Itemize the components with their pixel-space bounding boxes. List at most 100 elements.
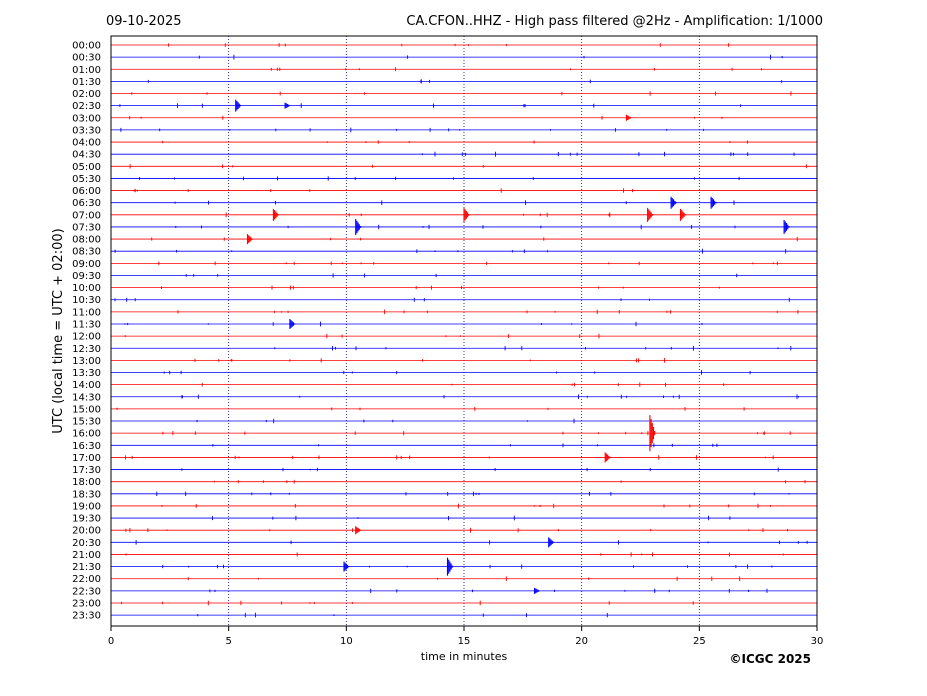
trace-noise-1530 (196, 418, 575, 424)
trace-noise-1230 (274, 345, 792, 351)
trace-noise-1100 (177, 309, 799, 315)
trace-noise-0300 (129, 115, 723, 120)
y-tick-labels: 00:0000:3001:0001:3002:0002:3003:0003:30… (72, 41, 101, 622)
trace-noise-1300 (194, 358, 666, 363)
y-tick-label: 01:00 (72, 65, 101, 76)
trace-noise-1030 (114, 297, 790, 302)
event-spike-2 (625, 114, 632, 121)
event-spike-10 (783, 219, 790, 234)
y-tick-label: 03:00 (72, 113, 101, 124)
y-tick-label: 05:00 (72, 162, 101, 173)
y-tick-label: 04:30 (72, 150, 101, 161)
event-spike-12 (289, 318, 296, 329)
trace-noise-0930 (185, 273, 738, 278)
trace-noise-1430 (181, 394, 799, 400)
date-label: 09-10-2025 (106, 14, 182, 29)
trace-noise-0830 (114, 248, 787, 254)
trace-noise-2300 (121, 600, 694, 606)
y-tick-label: 21:30 (72, 562, 101, 573)
y-tick-label: 15:00 (72, 404, 101, 415)
trace-noise-1830 (156, 491, 790, 497)
trace-noise-1200 (124, 333, 600, 339)
y-tick-label: 23:30 (72, 611, 101, 622)
y-tick-label: 13:00 (72, 356, 101, 367)
y-tick-label: 02:00 (72, 89, 101, 100)
event-spike-19 (534, 587, 540, 594)
x-tick-label-2: 10 (340, 636, 353, 647)
y-tick-label: 19:00 (72, 501, 101, 512)
trace-noise-0330 (120, 127, 705, 133)
y-tick-label: 03:30 (72, 125, 101, 136)
x-tick-label-5: 25 (693, 636, 706, 647)
trace-noise-0100 (270, 67, 762, 72)
event-spike-13 (649, 415, 656, 452)
trace-noise-0530 (139, 176, 740, 181)
y-tick-label: 21:00 (72, 550, 101, 561)
trace-noise-2330 (197, 612, 608, 618)
y-tick-label: 10:00 (72, 283, 101, 294)
trace-noise-2030 (135, 540, 808, 545)
y-tick-label: 22:30 (72, 586, 101, 597)
trace-noise-0430 (421, 151, 795, 157)
y-tick-label: 15:30 (72, 417, 101, 428)
event-spike-7 (647, 207, 653, 222)
trace-noise-1630 (212, 443, 718, 448)
trace-noise-2130 (162, 564, 773, 569)
y-tick-label: 06:00 (72, 186, 101, 197)
trace-noise-1730 (181, 467, 779, 472)
trace-noise-0000 (168, 43, 729, 47)
event-spike-1 (284, 102, 291, 109)
x-tick-label-3: 15 (458, 636, 471, 647)
y-tick-label: 18:30 (72, 489, 101, 500)
y-tick-label: 00:30 (72, 53, 101, 64)
y-tick-label: 08:30 (72, 247, 101, 258)
event-spike-4 (710, 196, 717, 209)
trace-noise-0700 (225, 212, 611, 218)
trace-noise-1130 (124, 321, 703, 327)
trace-noise-0200 (131, 91, 792, 96)
y-tick-label: 18:00 (72, 477, 101, 488)
y-axis-label: UTC (local time = UTC + 02:00) (51, 228, 66, 433)
event-spike-14 (604, 452, 611, 463)
trace-noise-0500 (129, 164, 807, 169)
y-tick-label: 16:30 (72, 441, 101, 452)
event-spike-17 (343, 561, 350, 572)
trace-noise-0130 (147, 79, 783, 84)
y-tick-label: 01:30 (72, 77, 101, 88)
x-tick-labels: 0 5 10 15 20 25 30 (108, 626, 823, 647)
station-title: CA.CFON..HHZ - High pass filtered @2Hz -… (406, 14, 823, 29)
y-tick-label: 10:30 (72, 295, 101, 306)
y-tick-label: 04:00 (72, 138, 101, 149)
event-spike-8 (679, 208, 686, 221)
y-tick-label: 09:30 (72, 271, 101, 282)
event-spike-0 (235, 99, 242, 112)
y-tick-label: 17:00 (72, 453, 101, 464)
y-tick-label: 07:30 (72, 222, 101, 233)
x-tick-label-1: 5 (225, 636, 231, 647)
trace-noise-2200 (187, 576, 741, 582)
event-spike-6 (463, 207, 470, 222)
trace-noise-0030 (198, 54, 783, 60)
trace-noise-0230 (119, 103, 742, 108)
event-spike-3 (670, 196, 677, 209)
trace-noise-2100 (125, 552, 784, 557)
y-tick-label: 16:00 (72, 429, 101, 440)
trace-noise-1600 (162, 431, 791, 436)
trace-noise-1700 (125, 455, 774, 460)
y-tick-label: 07:00 (72, 210, 101, 221)
y-tick-label: 12:00 (72, 332, 101, 343)
trace-noise-1900 (161, 503, 771, 509)
y-tick-label: 11:00 (72, 307, 101, 318)
trace-noise-0800 (151, 237, 798, 242)
y-tick-label: 17:30 (72, 465, 101, 476)
y-tick-label: 22:00 (72, 574, 101, 585)
y-tick-label: 20:30 (72, 538, 101, 549)
y-tick-label: 14:00 (72, 380, 101, 391)
event-spike-18 (446, 557, 453, 576)
y-tick-label: 02:30 (72, 101, 101, 112)
trace-noise-2230 (209, 588, 768, 593)
trace-noise-0400 (162, 140, 748, 144)
x-axis-label: time in minutes (421, 650, 508, 663)
time-gridlines (228, 36, 700, 626)
